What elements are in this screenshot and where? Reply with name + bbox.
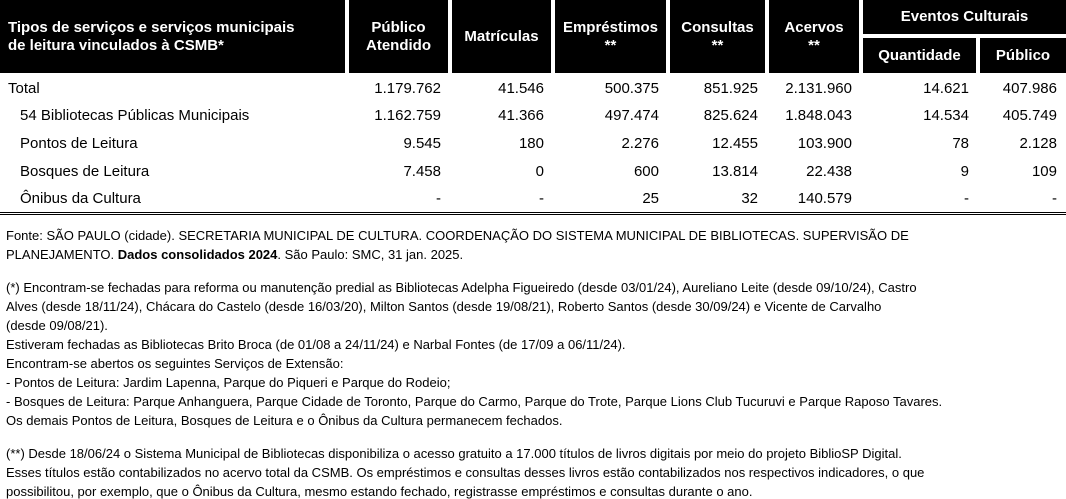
cell-consultas: 32	[668, 185, 767, 215]
cell-acervos: 2.131.960	[767, 73, 861, 101]
cell-consultas: 12.455	[668, 129, 767, 157]
table-body: Total 1.179.762 41.546 500.375 851.925 2…	[0, 73, 1066, 215]
cell-consultas: 851.925	[668, 73, 767, 101]
table-row-onibus-cultura: Ônibus da Cultura - - 25 32 140.579 - -	[0, 185, 1066, 215]
cell-publico-atendido: 7.458	[347, 157, 450, 185]
table-row-bosques-leitura: Bosques de Leitura 7.458 0 600 13.814 22…	[0, 157, 1066, 185]
cell-publico-atendido: -	[347, 185, 450, 215]
row-label: Ônibus da Cultura	[0, 185, 347, 215]
cell-publico-atendido: 9.545	[347, 129, 450, 157]
cell-eventos-publico: 2.128	[978, 129, 1066, 157]
row-label: Total	[0, 73, 347, 101]
cell-eventos-publico: -	[978, 185, 1066, 215]
cell-eventos-publico: 405.749	[978, 101, 1066, 129]
cell-emprestimos: 600	[553, 157, 668, 185]
row-label: Pontos de Leitura	[0, 129, 347, 157]
source-line1: Fonte: SÃO PAULO (cidade). SECRETARIA MU…	[6, 227, 909, 243]
col-header-consultas: Consultas **	[668, 0, 769, 73]
cell-matriculas: 41.546	[450, 73, 553, 101]
cell-eventos-quantidade: 9	[861, 157, 978, 185]
col-header-eventos-culturais: Eventos Culturais	[861, 0, 1066, 38]
col-header-publico: Público	[978, 36, 1066, 73]
cell-eventos-quantidade: -	[861, 185, 978, 215]
cell-eventos-publico: 109	[978, 157, 1066, 185]
row-label: Bosques de Leitura	[0, 157, 347, 185]
cell-emprestimos: 2.276	[553, 129, 668, 157]
cell-emprestimos: 500.375	[553, 73, 668, 101]
col-header-matriculas: Matrículas	[450, 0, 555, 73]
col-header-publico-atendido: Público Atendido	[347, 0, 452, 73]
cell-eventos-publico: 407.986	[978, 73, 1066, 101]
cell-emprestimos: 25	[553, 185, 668, 215]
footnotes-section: Fonte: SÃO PAULO (cidade). SECRETARIA MU…	[0, 226, 1066, 499]
table-row-pontos-leitura: Pontos de Leitura 9.545 180 2.276 12.455…	[0, 129, 1066, 157]
table-row-total: Total 1.179.762 41.546 500.375 851.925 2…	[0, 73, 1066, 101]
cell-eventos-quantidade: 14.621	[861, 73, 978, 101]
cell-matriculas: -	[450, 185, 553, 215]
col-header-emprestimos: Empréstimos **	[553, 0, 670, 73]
cell-acervos: 1.848.043	[767, 101, 861, 129]
library-services-table: Tipos de serviços e serviços municipais …	[0, 0, 1066, 215]
cell-consultas: 13.814	[668, 157, 767, 185]
col-header-quantidade: Quantidade	[861, 36, 980, 73]
cell-publico-atendido: 1.162.759	[347, 101, 450, 129]
cell-publico-atendido: 1.179.762	[347, 73, 450, 101]
table-row-bibliotecas: 54 Bibliotecas Públicas Municipais 1.162…	[0, 101, 1066, 129]
cell-eventos-quantidade: 14.534	[861, 101, 978, 129]
source-line2-suffix: . São Paulo: SMC, 31 jan. 2025.	[277, 246, 464, 262]
col-header-acervos: Acervos **	[767, 0, 863, 73]
source-citation: Fonte: SÃO PAULO (cidade). SECRETARIA MU…	[6, 226, 1060, 264]
footnote-double-star: (**) Desde 18/06/24 o Sistema Municipal …	[6, 445, 925, 499]
cell-acervos: 22.438	[767, 157, 861, 185]
cell-acervos: 103.900	[767, 129, 861, 157]
source-bold-title: Dados consolidados 2024	[117, 246, 278, 262]
footnote-star: (*) Encontram-se fechadas para reforma o…	[6, 279, 943, 428]
cell-emprestimos: 497.474	[553, 101, 668, 129]
cell-acervos: 140.579	[767, 185, 861, 215]
col-header-service-types: Tipos de serviços e serviços municipais …	[0, 0, 349, 73]
cell-matriculas: 0	[450, 157, 553, 185]
cell-consultas: 825.624	[668, 101, 767, 129]
cell-eventos-quantidade: 78	[861, 129, 978, 157]
cell-matriculas: 180	[450, 129, 553, 157]
row-label: 54 Bibliotecas Públicas Municipais	[0, 101, 347, 129]
table-header: Tipos de serviços e serviços municipais …	[0, 0, 1066, 73]
cell-matriculas: 41.366	[450, 101, 553, 129]
source-line2-prefix: PLANEJAMENTO.	[6, 246, 118, 262]
